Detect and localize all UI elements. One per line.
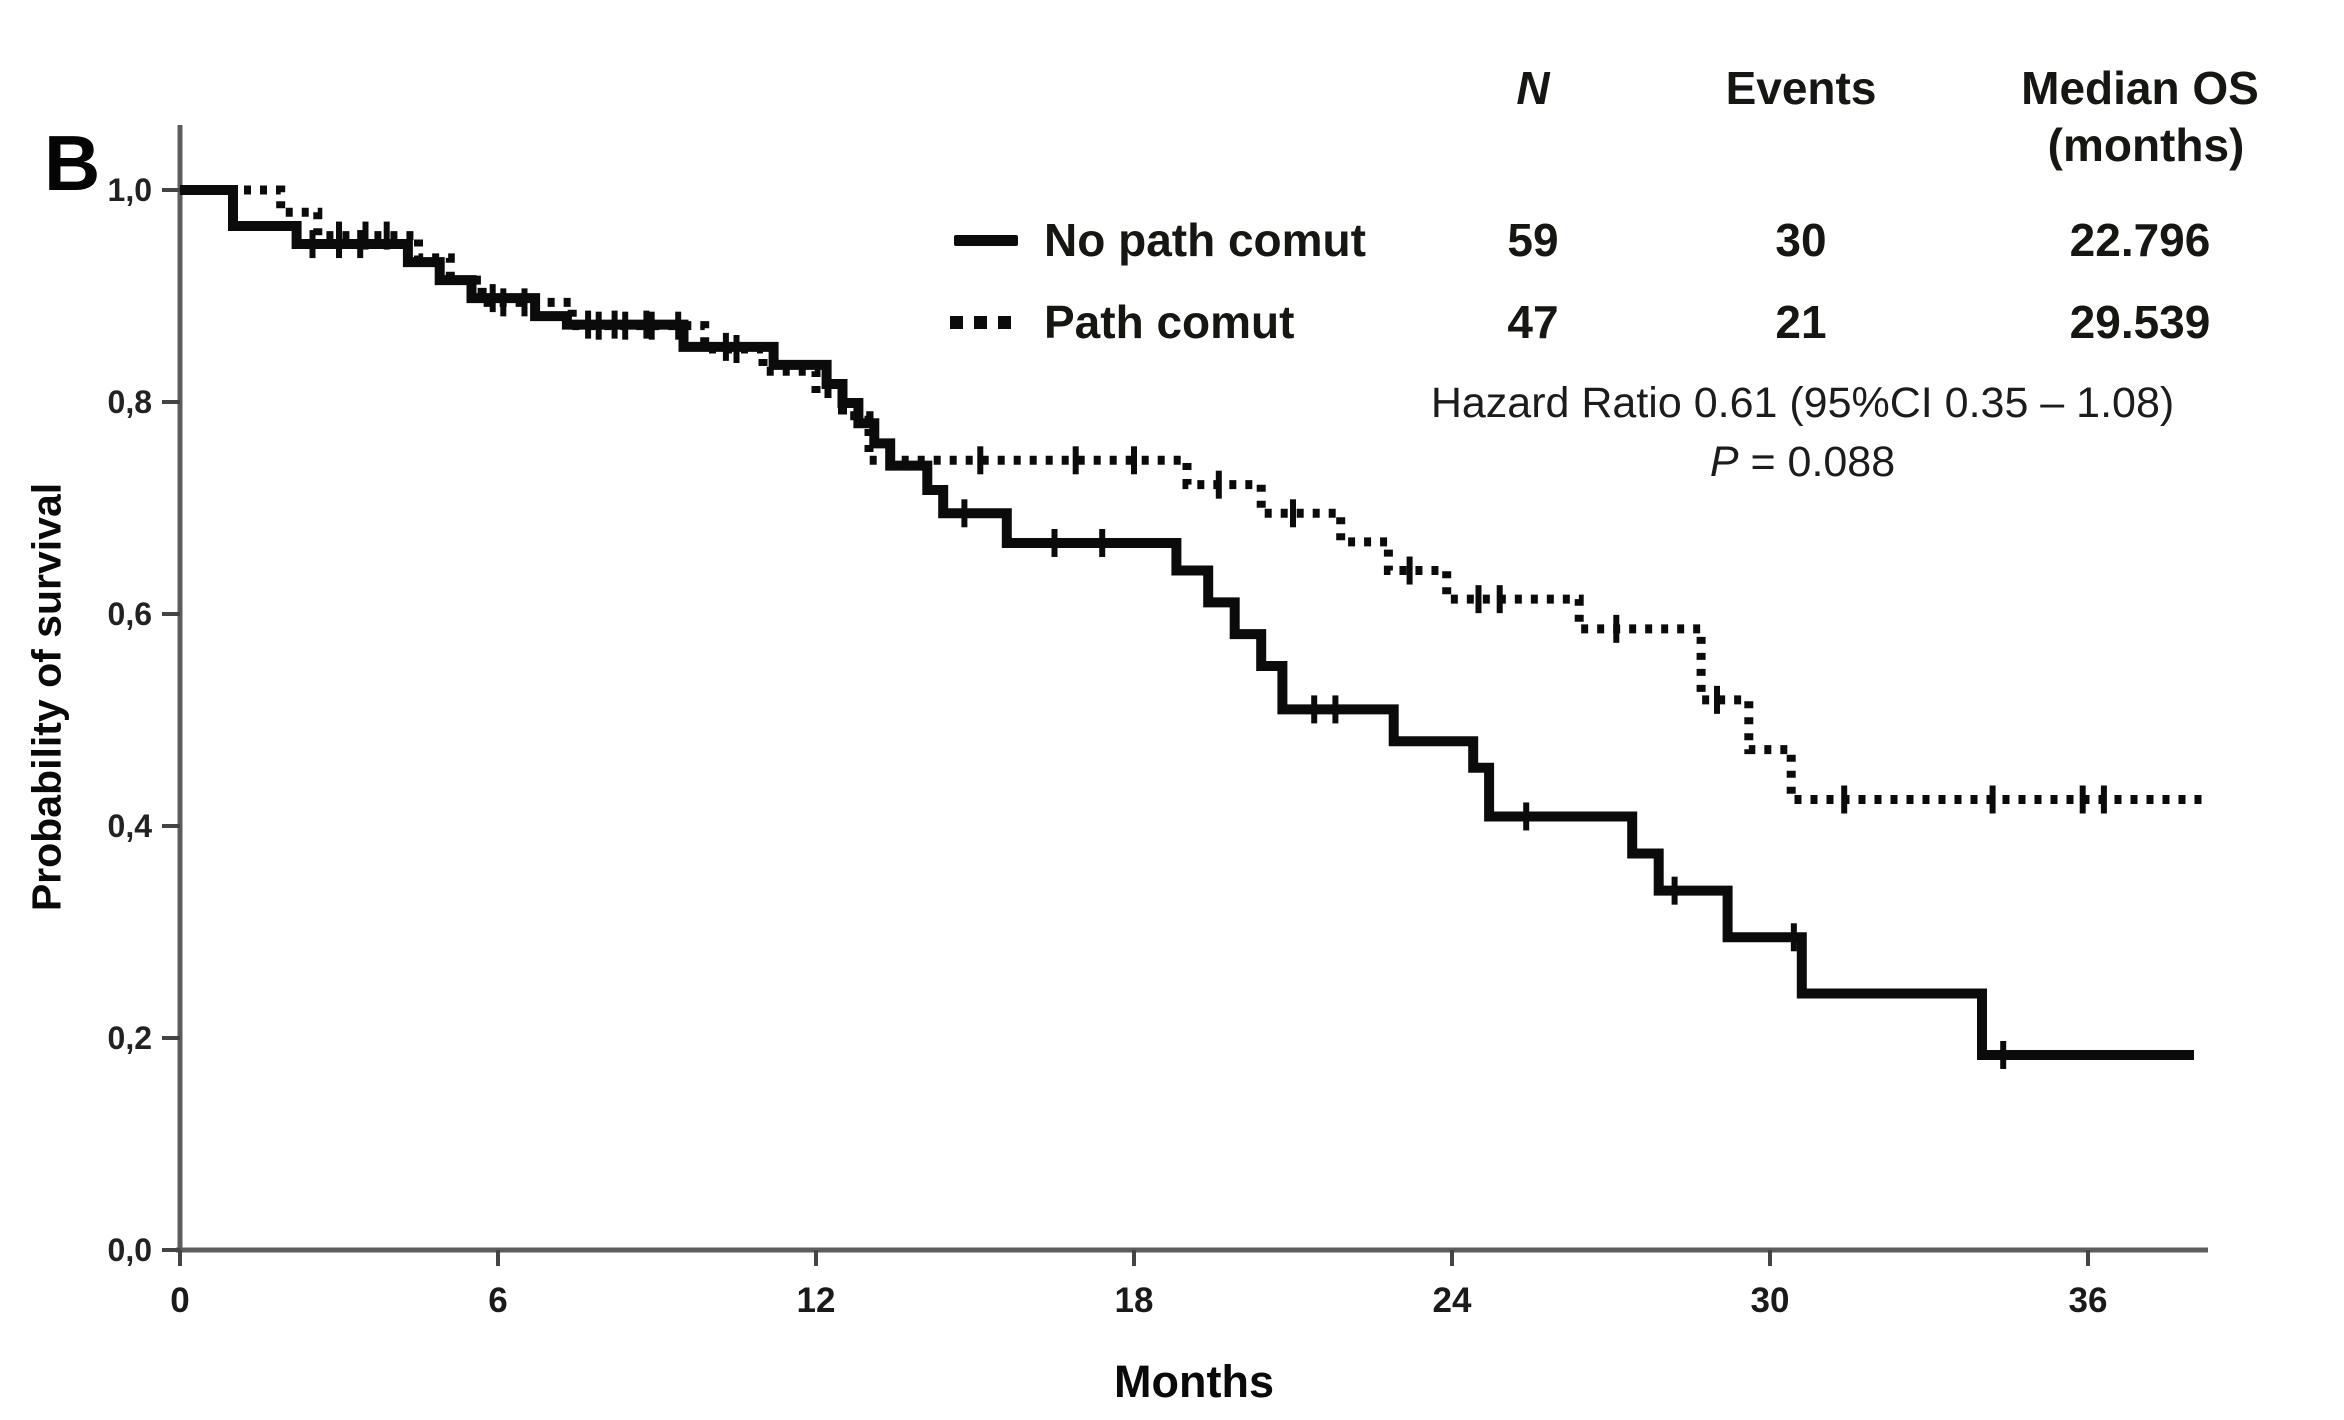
dotted-line-swatch <box>950 316 1028 329</box>
p-symbol: P <box>1709 438 1739 486</box>
km-curve-path-comut <box>180 185 2210 804</box>
table-value-events-row1: 30 <box>1775 214 1827 266</box>
x-tick-label: 18 <box>1115 1281 1154 1320</box>
x-tick-label: 6 <box>488 1281 507 1320</box>
x-tick-label: 24 <box>1433 1281 1472 1320</box>
table-value-median-row2: 29.539 <box>2069 296 2211 348</box>
y-axis-title: Probability of survival <box>23 482 70 912</box>
table-header-median-os-units: (months) <box>2047 119 2245 171</box>
y-tick-label: 0,0 <box>108 1232 152 1268</box>
hazard-ratio-line: Hazard Ratio 0.61 (95%CI 0.35 – 1.08) <box>1430 379 2175 427</box>
p-value-line: P = 0.088 <box>1280 433 2325 492</box>
hazard-ratio-annotation: Hazard Ratio 0.61 (95%CI 0.35 – 1.08) P … <box>1280 374 2325 492</box>
legend-label-path-comut: Path comut <box>1044 296 1295 348</box>
legend-label-no-path-comut: No path comut <box>1044 214 1366 266</box>
y-tick-label: 0,8 <box>108 384 152 420</box>
table-value-events-row2: 21 <box>1775 296 1827 348</box>
x-tick-label: 12 <box>797 1281 836 1320</box>
solid-line-swatch <box>954 235 1018 246</box>
p-value: = 0.088 <box>1738 438 1896 486</box>
y-tick-label: 0,4 <box>108 808 153 844</box>
panel-label: B <box>44 119 103 207</box>
table-header-events: Events <box>1725 62 1877 114</box>
x-tick-label: 36 <box>2069 1281 2108 1320</box>
x-tick-label: 30 <box>1751 1281 1790 1320</box>
y-tick-label: 0,6 <box>108 596 152 632</box>
x-tick-label: 0 <box>170 1281 189 1320</box>
table-header-median-os: Median OS <box>2021 62 2259 114</box>
x-axis-title: Months <box>1114 1356 1274 1407</box>
table-header-n: N <box>1516 62 1550 114</box>
table-value-median-row1: 22.796 <box>2069 214 2211 266</box>
y-tick-label: 1,0 <box>108 172 152 208</box>
y-tick-label: 0,2 <box>108 1020 152 1056</box>
table-value-n-row2: 47 <box>1507 296 1559 348</box>
table-value-n-row1: 59 <box>1507 214 1559 266</box>
km-curve-no-path-comut <box>180 185 2194 1060</box>
